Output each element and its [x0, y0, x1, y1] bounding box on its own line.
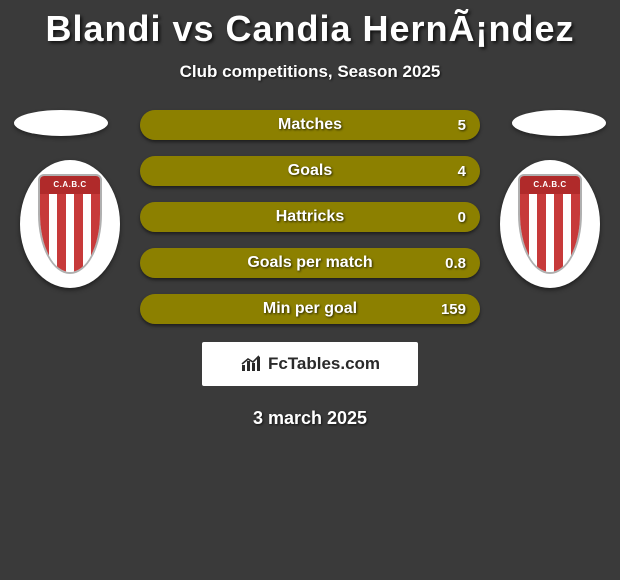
badge-stripe [520, 194, 529, 272]
badge-shield: C.A.B.C [38, 174, 102, 274]
badge-stripes-right [520, 194, 580, 272]
badge-top: C.A.B.C [40, 176, 100, 194]
stat-row: Matches5 [140, 110, 480, 140]
subtitle: Club competitions, Season 2025 [0, 62, 620, 82]
stat-label: Min per goal [140, 300, 480, 318]
stat-bars: Matches5Goals4Hattricks0Goals per match0… [140, 110, 480, 324]
badge-stripe [554, 194, 563, 272]
stat-label: Goals [140, 162, 480, 180]
badge-stripe [83, 194, 92, 272]
badge-stripe [563, 194, 572, 272]
stat-row: Hattricks0 [140, 202, 480, 232]
badge-stripe [91, 194, 100, 272]
badge-stripe [571, 194, 580, 272]
team-badge-left: C.A.B.C [20, 160, 120, 288]
stat-bar: Goals per match0.8 [140, 248, 480, 278]
badge-top-text: C.A.B.C [520, 176, 580, 194]
stat-value-right: 0 [446, 209, 466, 226]
badge-top: C.A.B.C [520, 176, 580, 194]
halo-left [14, 110, 108, 136]
infographic-date: 3 march 2025 [0, 408, 620, 429]
badge-stripe [40, 194, 49, 272]
badge-stripe [74, 194, 83, 272]
stat-value-right: 0.8 [445, 255, 466, 272]
stat-label: Goals per match [140, 254, 480, 272]
brand-box: FcTables.com [202, 342, 418, 386]
badge-stripe [49, 194, 58, 272]
stat-value-right: 5 [446, 117, 466, 134]
badge-top-text: C.A.B.C [40, 176, 100, 194]
stat-row: Goals per match0.8 [140, 248, 480, 278]
badge-stripe [537, 194, 546, 272]
brand-text: FcTables.com [268, 354, 380, 374]
badge-stripe [546, 194, 555, 272]
stat-value-right: 4 [446, 163, 466, 180]
stat-row: Min per goal159 [140, 294, 480, 324]
badge-stripe [66, 194, 75, 272]
page-title: Blandi vs Candia HernÃ¡ndez [0, 0, 620, 50]
stat-bar: Min per goal159 [140, 294, 480, 324]
stat-label: Matches [140, 116, 480, 134]
brand-chart-icon [240, 355, 262, 373]
badge-stripes-left [40, 194, 100, 272]
stat-bar: Matches5 [140, 110, 480, 140]
stat-row: Goals4 [140, 156, 480, 186]
stat-bar: Hattricks0 [140, 202, 480, 232]
halo-right [512, 110, 606, 136]
stat-value-right: 159 [441, 301, 466, 318]
stat-label: Hattricks [140, 208, 480, 226]
comparison-stage: C.A.B.C C.A.B.C Matches5Goals4Hattricks0… [0, 110, 620, 429]
badge-stripe [57, 194, 66, 272]
badge-stripe [529, 194, 538, 272]
badge-shield: C.A.B.C [518, 174, 582, 274]
stat-bar: Goals4 [140, 156, 480, 186]
team-badge-right: C.A.B.C [500, 160, 600, 288]
